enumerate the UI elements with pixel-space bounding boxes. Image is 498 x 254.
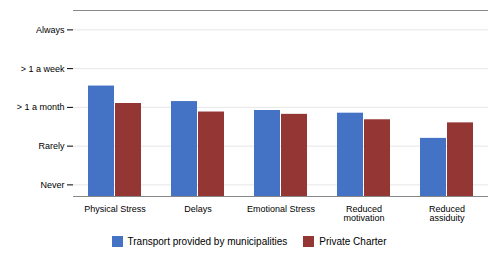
svg-text:> 1 a week: > 1 a week xyxy=(21,64,65,74)
svg-text:Always: Always xyxy=(36,25,65,35)
svg-text:Delays: Delays xyxy=(184,204,212,214)
html-text:Private Charter: Private Charter xyxy=(319,235,387,247)
svg-text:Emotional Stress: Emotional Stress xyxy=(247,204,316,214)
html-text:Transport provided by municipa: Transport provided by municipalities xyxy=(127,235,288,247)
svg-text:Physical Stress: Physical Stress xyxy=(84,204,146,214)
svg-text:Rarely: Rarely xyxy=(38,141,65,151)
svg-text:Never: Never xyxy=(40,180,64,190)
svg-text:Reducedassiduity: Reducedassiduity xyxy=(429,204,465,223)
svg-text:Reducedmotivation: Reducedmotivation xyxy=(343,204,384,223)
svg-text:> 1 a month: > 1 a month xyxy=(17,102,65,112)
